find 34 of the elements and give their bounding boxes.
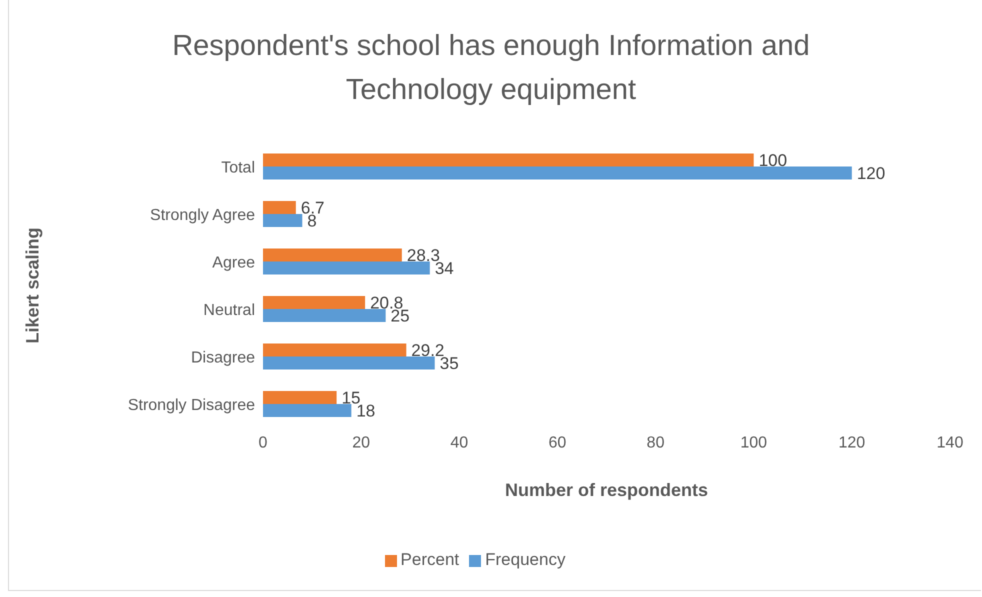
- bar: [263, 296, 366, 309]
- data-label: 35: [440, 354, 459, 373]
- y-tick-label: Neutral: [203, 302, 255, 319]
- x-tick-label: 140: [936, 434, 964, 452]
- x-tick-label: 0: [258, 434, 268, 452]
- bar: [263, 390, 337, 404]
- bar: [263, 261, 430, 274]
- bar: [263, 200, 296, 214]
- bar: [263, 248, 402, 262]
- x-axis-title: Number of respondents: [504, 480, 708, 500]
- x-tick-label: 100: [740, 434, 768, 452]
- bar: [263, 153, 754, 166]
- bar: [263, 214, 302, 227]
- bar: [263, 308, 386, 322]
- y-tick-label: Total: [221, 159, 255, 176]
- bar: [263, 356, 435, 370]
- y-tick-label: Disagree: [190, 349, 256, 366]
- x-tick-label: 80: [646, 434, 665, 452]
- legend-label: Percent: [400, 550, 460, 569]
- x-tick-label: 60: [548, 434, 566, 452]
- y-axis-title: Likert scaling: [22, 227, 42, 344]
- data-label: 120: [856, 164, 886, 183]
- legend-label: Frequency: [485, 550, 566, 569]
- x-tick-label: 40: [450, 434, 468, 452]
- x-tick-label: 120: [838, 434, 866, 452]
- bar: [263, 404, 352, 417]
- chart-title: Respondent's school has enough Information and Technology equipment: [171, 29, 811, 108]
- data-label: 100: [758, 150, 788, 170]
- y-tick-label: Strongly Agree: [150, 206, 256, 224]
- y-tick-label: Strongly Disagree: [128, 396, 256, 414]
- y-tick-label: Agree: [212, 254, 256, 272]
- bar: [263, 166, 852, 180]
- x-tick-label: 20: [352, 434, 370, 452]
- bar: [263, 343, 406, 356]
